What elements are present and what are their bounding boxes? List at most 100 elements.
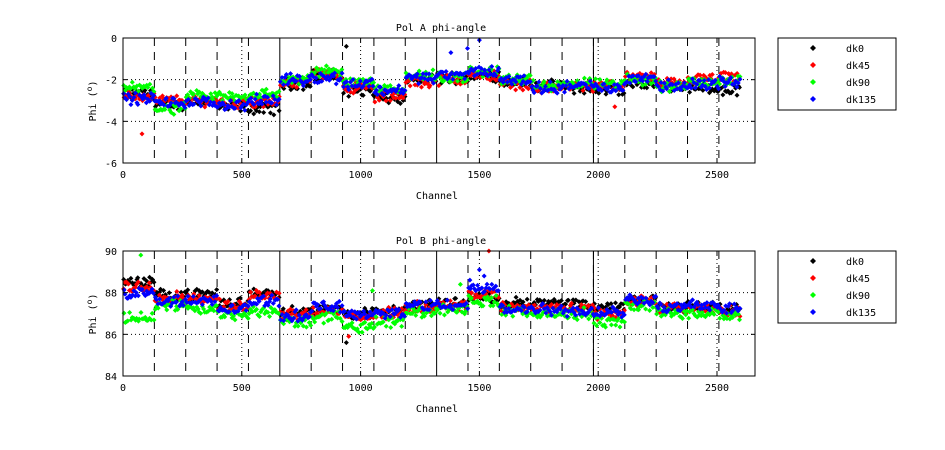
data-point: [686, 315, 692, 321]
x-tick-label: 2500: [705, 383, 729, 394]
data-point: [336, 298, 342, 304]
data-point: [434, 297, 440, 303]
data-point: [475, 282, 481, 288]
data-point: [404, 310, 410, 316]
data-point: [256, 109, 262, 115]
data-point: [213, 302, 219, 308]
data-point: [727, 301, 733, 307]
data-point: [175, 293, 181, 299]
data-point: [330, 308, 336, 314]
data-point: [367, 309, 373, 315]
data-point: [184, 299, 190, 305]
data-point: [139, 286, 145, 292]
data-point: [478, 65, 484, 71]
data-point: [581, 304, 587, 310]
legend-label-dk45: dk45: [846, 61, 870, 72]
legend-marker-dk45: [810, 62, 816, 68]
data-point: [318, 305, 324, 311]
data-point: [276, 88, 282, 94]
data-point: [127, 94, 133, 100]
data-point: [277, 79, 283, 85]
data-point: [362, 319, 368, 325]
y-axis-label-degree: o: [85, 86, 94, 91]
data-point: [309, 308, 315, 314]
data-point: [487, 77, 493, 83]
data-point: [688, 85, 694, 91]
outlier-point: [448, 50, 454, 56]
data-point: [587, 78, 593, 84]
data-point: [276, 108, 282, 114]
data-point: [651, 74, 657, 80]
data-point: [293, 78, 299, 84]
data-point: [661, 304, 667, 310]
outlier-point: [465, 45, 471, 51]
data-point: [564, 313, 570, 319]
data-point: [135, 101, 141, 107]
y-axis-label-close: ): [88, 81, 99, 87]
data-point: [131, 94, 137, 100]
data-point: [556, 82, 562, 88]
data-point: [155, 305, 161, 311]
data-point: [731, 301, 737, 307]
data-point: [695, 302, 701, 308]
data-points: [121, 37, 743, 137]
data-point: [591, 320, 597, 326]
data-point: [647, 302, 653, 308]
data-point: [255, 95, 261, 101]
data-point: [121, 91, 127, 97]
y-tick-label: -2: [105, 76, 117, 87]
data-point: [214, 293, 220, 299]
data-point: [681, 80, 687, 86]
plot-area: [122, 250, 756, 377]
data-point: [592, 76, 598, 82]
data-point: [601, 81, 607, 87]
legend-box: [777, 250, 897, 324]
data-point: [409, 311, 415, 317]
data-point: [506, 73, 512, 79]
data-point: [606, 84, 612, 90]
x-tick-label: 1000: [349, 170, 373, 181]
data-point: [427, 83, 433, 89]
data-point: [548, 301, 554, 307]
legend-label-dk0: dk0: [846, 257, 864, 268]
data-point: [518, 308, 524, 314]
data-point: [209, 301, 215, 307]
data-point: [242, 107, 248, 113]
data-point: [166, 295, 172, 301]
data-point: [229, 91, 235, 97]
legend-marker-dk0: [810, 258, 816, 264]
data-point: [353, 316, 359, 322]
data-point: [270, 93, 276, 99]
data-point: [245, 303, 251, 309]
data-point: [430, 67, 436, 73]
data-point: [563, 83, 569, 89]
data-point: [251, 102, 257, 108]
x-axis-label: Channel: [416, 191, 458, 202]
data-point: [281, 318, 287, 324]
data-point: [730, 314, 736, 320]
data-point: [521, 73, 527, 79]
data-point: [737, 74, 743, 80]
data-point: [359, 329, 365, 335]
data-point: [613, 300, 619, 306]
pol-a-panel: Pol A phi-angle 0 500 1000 1500 2000 2500 -6 -4…: [85, 23, 897, 202]
data-point: [147, 98, 153, 104]
data-point: [571, 90, 577, 96]
y-tick-label: 84: [105, 372, 117, 383]
data-point: [153, 297, 159, 303]
data-point: [437, 310, 443, 316]
data-point: [283, 71, 289, 77]
data-point: [426, 307, 432, 313]
data-point: [650, 305, 656, 311]
data-point: [133, 290, 139, 296]
data-point: [621, 312, 627, 318]
data-point: [576, 307, 582, 313]
data-point: [199, 302, 205, 308]
chart-title: Pol B phi-angle: [396, 236, 486, 247]
outlier-point: [343, 340, 349, 346]
data-point: [554, 90, 560, 96]
data-point: [185, 287, 191, 293]
data-point: [613, 88, 619, 94]
data-point: [366, 83, 372, 89]
data-point: [376, 97, 382, 103]
